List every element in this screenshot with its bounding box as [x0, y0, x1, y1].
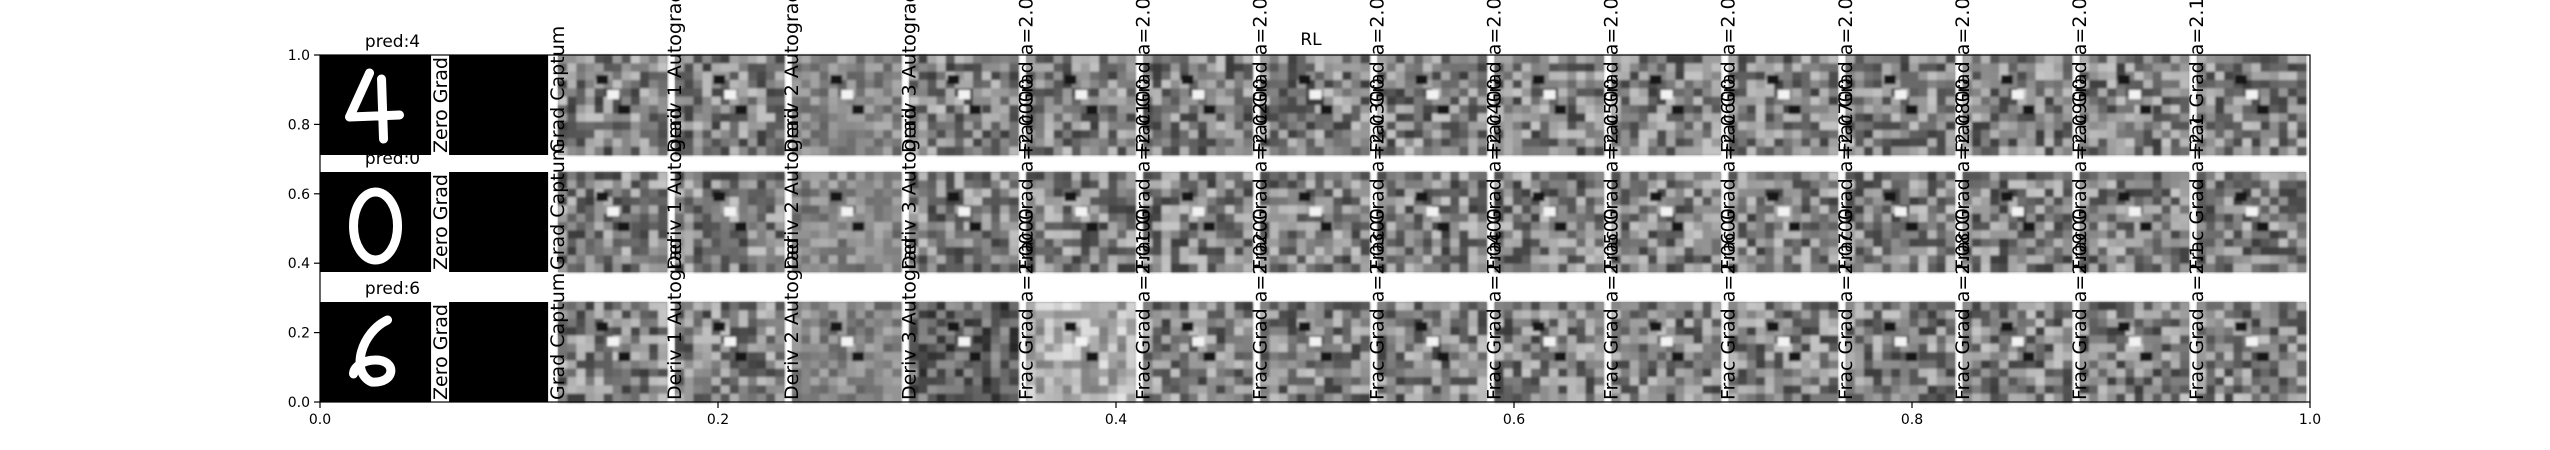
- attribution-map: [558, 302, 668, 403]
- attribution-map: [1963, 172, 2073, 273]
- x-tick-label: 0.0: [309, 412, 331, 428]
- column-label: Zero Grad: [430, 57, 452, 153]
- digit-image: [320, 55, 431, 155]
- digit-image: [320, 172, 431, 272]
- column-label: Frac Grad a=2.0200: [1249, 208, 1271, 400]
- column-label: Frac Grad a=2.0400: [1484, 208, 1506, 400]
- column-label: Frac Grad a=2.0800: [1952, 208, 1974, 400]
- attribution-map: [558, 55, 668, 156]
- attribution-map: [1612, 302, 1722, 403]
- attribution-map: [1260, 302, 1370, 403]
- attribution-map: [1026, 172, 1136, 273]
- attribution-map: [1729, 55, 1839, 156]
- attribution-map: [1846, 55, 1956, 156]
- column-label: Deriv 3 Autograd: [898, 237, 920, 400]
- x-tick-label: 0.4: [1105, 412, 1127, 428]
- row-title: pred:4: [365, 32, 420, 52]
- attribution-map: [675, 55, 785, 156]
- attribution-map: [1729, 302, 1839, 403]
- attribution-map: [1846, 172, 1956, 273]
- column-label: Frac Grad a=2.1: [2186, 244, 2208, 400]
- attribution-map: [558, 172, 668, 273]
- attribution-map: [909, 172, 1019, 273]
- y-tick-label: 0.8: [288, 117, 310, 133]
- column-label: Frac Grad a=2.0000: [1015, 208, 1037, 400]
- attribution-map: [2197, 172, 2307, 273]
- attribution-map: [1143, 172, 1253, 273]
- column-label: Deriv 1 Autograd: [664, 237, 686, 400]
- attribution-map: [1495, 302, 1605, 403]
- attribution-map: [1143, 302, 1253, 403]
- attribution-map: [909, 55, 1019, 156]
- attribution-map: [2080, 302, 2190, 403]
- attribution-map: [1378, 302, 1488, 403]
- attribution-map: [1963, 302, 2073, 403]
- attribution-map: [1495, 55, 1605, 156]
- attribution-map: [1378, 55, 1488, 156]
- attribution-map: [449, 55, 548, 155]
- attribution-map: [1378, 172, 1488, 273]
- column-label: Frac Grad a=2.0900: [2069, 208, 2091, 400]
- row-title: pred:6: [365, 279, 420, 299]
- image-grid: pred:4 Zero Grad Grad Captum Deriv 1 Autogr…: [320, 0, 2307, 403]
- attribution-map: [1612, 172, 1722, 273]
- x-tick-label: 0.6: [1503, 412, 1525, 428]
- attribution-map: [675, 302, 785, 403]
- column-label: Frac Grad a=2.0600: [1718, 208, 1740, 400]
- attribution-map: [792, 55, 902, 156]
- column-label: Grad Captum: [547, 273, 569, 400]
- attribution-map: [449, 302, 548, 402]
- row-title: pred:0: [365, 149, 420, 169]
- column-label: Frac Grad a=2.0700: [1835, 208, 1857, 400]
- y-tick-label: 0.6: [288, 187, 310, 203]
- attribution-map: [449, 172, 548, 272]
- attribution-map: [2080, 172, 2190, 273]
- attribution-map: [1026, 302, 1136, 403]
- column-label: Frac Grad a=2.0100: [1132, 208, 1154, 400]
- attribution-map: [1729, 172, 1839, 273]
- attribution-map: [792, 302, 902, 403]
- column-label: Deriv 2 Autograd: [781, 237, 803, 400]
- attribution-map: [1026, 55, 1136, 156]
- y-tick-label: 0.4: [288, 256, 310, 272]
- attribution-map: [675, 172, 785, 273]
- attribution-map: [1846, 302, 1956, 403]
- attribution-map: [909, 302, 1019, 403]
- attribution-map: [1612, 55, 1722, 156]
- digit-image: [320, 302, 431, 402]
- attribution-map: [2080, 55, 2190, 156]
- attribution-map: [1963, 55, 2073, 156]
- x-tick-label: 0.8: [1901, 412, 1923, 428]
- column-label: Frac Grad a=2.0300: [1367, 208, 1389, 400]
- attribution-map: [792, 172, 902, 273]
- y-tick-label: 1.0: [288, 48, 310, 64]
- x-tick-label: 1.0: [2299, 412, 2321, 428]
- y-tick-label: 0.0: [288, 395, 310, 411]
- attribution-map: [1143, 55, 1253, 156]
- attribution-map: [2197, 302, 2307, 403]
- figure-title: RL: [1300, 30, 1322, 50]
- attribution-map: [1495, 172, 1605, 273]
- column-label: Grad Captum: [547, 143, 569, 270]
- attribution-map: [2197, 55, 2307, 156]
- attribution-map: [1260, 55, 1370, 156]
- column-label: Frac Grad a=2.0500: [1601, 208, 1623, 400]
- column-label: Grad Captum: [547, 26, 569, 153]
- y-tick-label: 0.2: [288, 326, 310, 342]
- x-tick-label: 0.2: [707, 412, 729, 428]
- column-label: Zero Grad: [430, 304, 452, 400]
- column-label: Zero Grad: [430, 174, 452, 270]
- attribution-map: [1260, 172, 1370, 273]
